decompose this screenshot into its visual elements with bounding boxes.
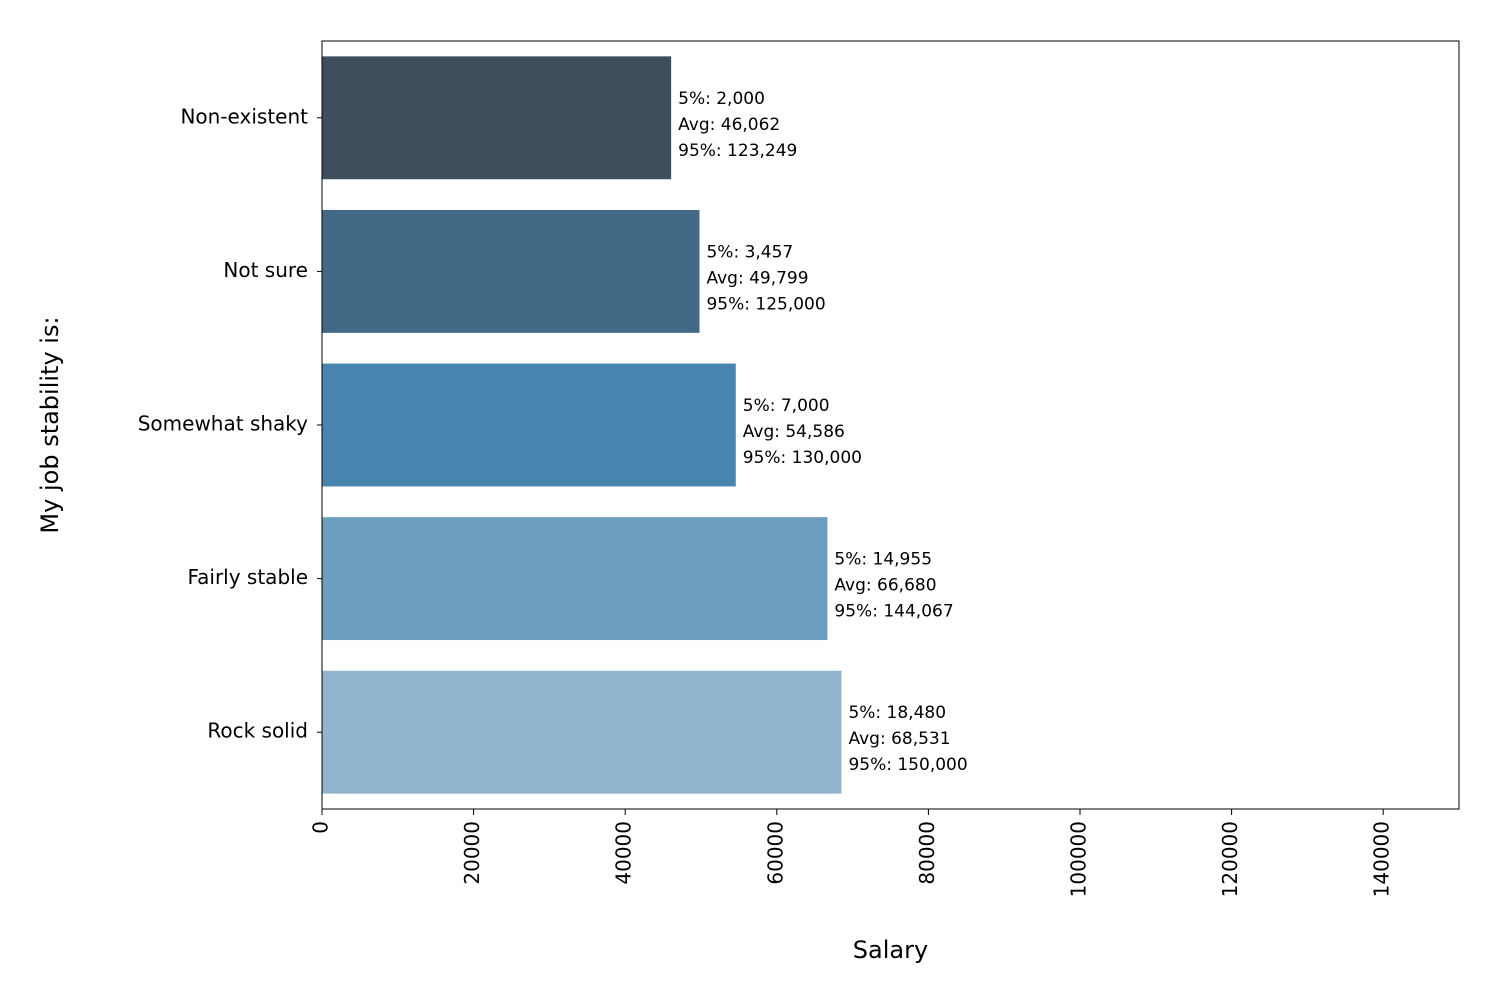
data-label: 5%: 18,480 bbox=[848, 703, 946, 723]
data-label: 95%: 123,249 bbox=[678, 141, 797, 161]
x-tick-label: 140000 bbox=[1370, 821, 1394, 897]
y-tick-label: Non-existent bbox=[180, 104, 308, 128]
x-tick-label: 100000 bbox=[1067, 821, 1091, 897]
data-label: 95%: 125,000 bbox=[706, 294, 825, 314]
x-axis-label: Salary bbox=[853, 936, 928, 964]
data-label: Avg: 68,531 bbox=[848, 729, 950, 749]
plot-frame bbox=[321, 40, 1460, 810]
x-axis-ticks: 0 20000 40000 60000 80000 100000 120000 140000 bbox=[309, 809, 1394, 897]
data-label: 95%: 150,000 bbox=[848, 755, 967, 775]
x-tick-label: 120000 bbox=[1218, 821, 1242, 897]
y-tick-label: Not sure bbox=[223, 258, 308, 282]
x-tick-label: 0 bbox=[309, 821, 333, 834]
y-tick-label: Somewhat shaky bbox=[138, 412, 308, 436]
data-label: 95%: 130,000 bbox=[743, 448, 862, 468]
data-label: Avg: 49,799 bbox=[706, 268, 808, 288]
bar bbox=[322, 209, 700, 333]
data-label: Avg: 54,586 bbox=[743, 422, 845, 442]
data-label: 5%: 7,000 bbox=[743, 396, 830, 416]
bar bbox=[322, 56, 672, 180]
bars bbox=[322, 56, 842, 794]
y-axis-ticks: Non-existent Not sure Somewhat shaky Fairly… bbox=[138, 104, 322, 743]
x-tick-label: 20000 bbox=[460, 821, 484, 885]
bar-labels: 5%: 2,000 Avg: 46,062 95%: 123,249 5%: 3,45… bbox=[678, 89, 968, 775]
y-tick-label: Rock solid bbox=[207, 719, 308, 743]
data-label: 95%: 144,067 bbox=[834, 602, 953, 622]
bar bbox=[322, 670, 842, 794]
x-tick-label: 40000 bbox=[612, 821, 636, 885]
data-label: Avg: 46,062 bbox=[678, 115, 780, 135]
bar bbox=[322, 363, 736, 487]
data-label: 5%: 3,457 bbox=[706, 242, 793, 262]
y-tick-label: Fairly stable bbox=[187, 565, 308, 589]
x-tick-label: 60000 bbox=[763, 821, 787, 885]
data-label: 5%: 2,000 bbox=[678, 89, 765, 109]
bar bbox=[322, 517, 828, 641]
y-axis-label: My job stability is: bbox=[36, 316, 64, 533]
data-label: Avg: 66,680 bbox=[834, 576, 936, 596]
x-tick-label: 80000 bbox=[915, 821, 939, 885]
data-label: 5%: 14,955 bbox=[834, 550, 932, 570]
